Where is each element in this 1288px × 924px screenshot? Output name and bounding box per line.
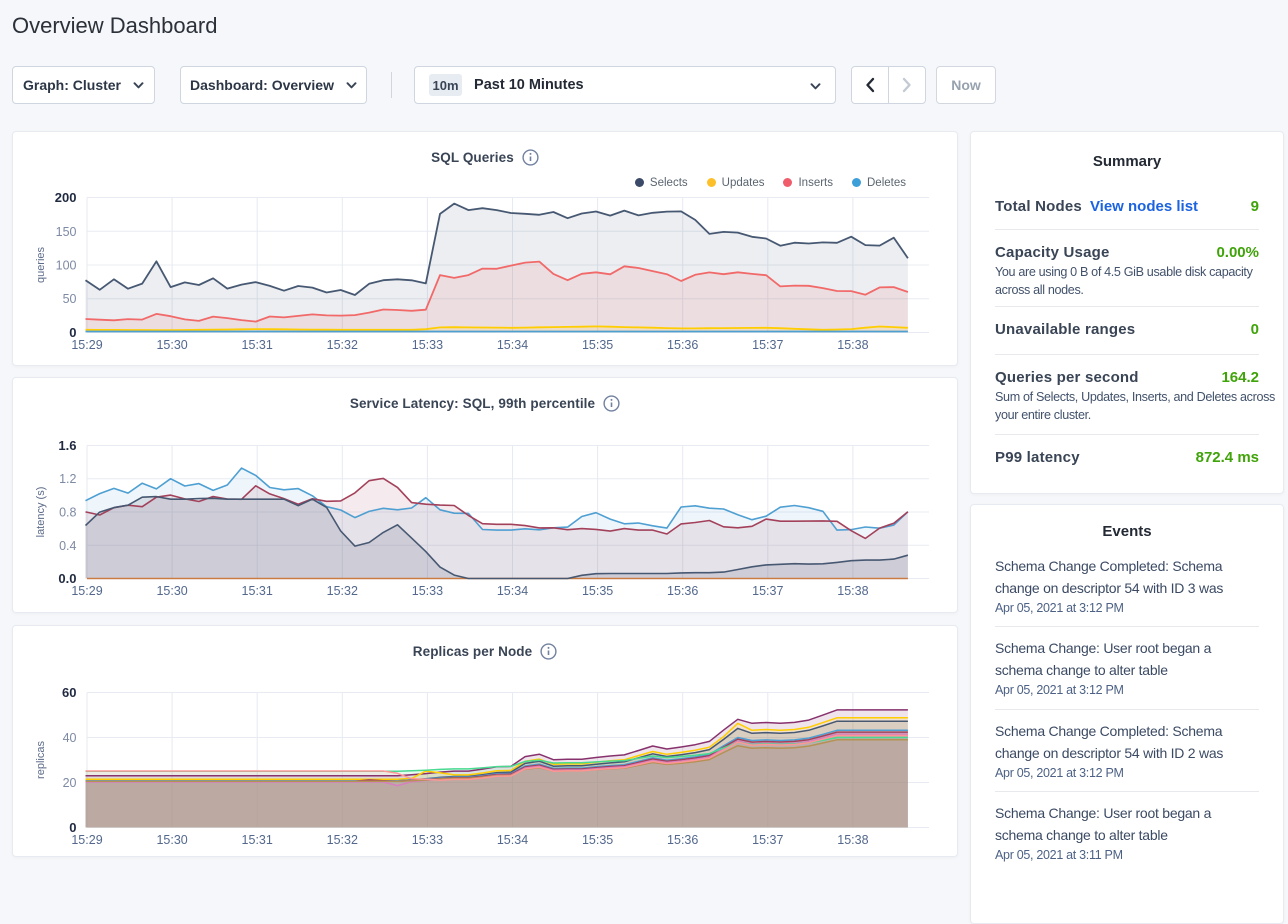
svg-text:15:36: 15:36 [667, 584, 698, 598]
svg-text:15:29: 15:29 [71, 584, 102, 598]
svg-text:150: 150 [56, 225, 77, 239]
svg-text:15:35: 15:35 [582, 584, 613, 598]
svg-text:15:30: 15:30 [156, 338, 187, 352]
svg-text:15:32: 15:32 [327, 584, 358, 598]
svg-text:1.2: 1.2 [59, 472, 76, 486]
svg-text:100: 100 [56, 259, 77, 273]
svg-text:0.4: 0.4 [59, 539, 76, 553]
svg-text:50: 50 [63, 292, 77, 306]
svg-text:15:34: 15:34 [497, 584, 528, 598]
svg-text:0: 0 [69, 325, 76, 340]
svg-text:15:37: 15:37 [752, 338, 783, 352]
svg-text:replicas: replicas [35, 741, 47, 779]
svg-text:15:38: 15:38 [837, 338, 868, 352]
svg-text:40: 40 [63, 731, 77, 745]
svg-text:20: 20 [63, 776, 77, 790]
svg-text:15:33: 15:33 [412, 833, 443, 847]
svg-text:15:29: 15:29 [71, 338, 102, 352]
svg-text:queries: queries [35, 246, 47, 283]
svg-text:15:32: 15:32 [327, 833, 358, 847]
svg-text:0.8: 0.8 [59, 506, 76, 520]
svg-text:15:31: 15:31 [242, 338, 273, 352]
svg-text:15:30: 15:30 [156, 584, 187, 598]
svg-text:15:29: 15:29 [71, 833, 102, 847]
svg-text:15:30: 15:30 [156, 833, 187, 847]
svg-text:15:34: 15:34 [497, 338, 528, 352]
svg-text:1.6: 1.6 [58, 438, 76, 453]
svg-text:15:35: 15:35 [582, 833, 613, 847]
svg-text:60: 60 [62, 685, 76, 700]
svg-text:15:36: 15:36 [667, 833, 698, 847]
svg-text:15:35: 15:35 [582, 338, 613, 352]
svg-text:15:34: 15:34 [497, 833, 528, 847]
svg-text:15:31: 15:31 [242, 584, 273, 598]
svg-text:15:37: 15:37 [752, 584, 783, 598]
svg-text:0.0: 0.0 [58, 571, 76, 586]
svg-text:15:33: 15:33 [412, 338, 443, 352]
svg-text:15:33: 15:33 [412, 584, 443, 598]
svg-text:0: 0 [69, 820, 76, 835]
svg-text:15:37: 15:37 [752, 833, 783, 847]
svg-text:15:36: 15:36 [667, 338, 698, 352]
svg-text:15:31: 15:31 [242, 833, 273, 847]
svg-text:latency (s): latency (s) [35, 487, 47, 538]
svg-text:15:32: 15:32 [327, 338, 358, 352]
svg-text:200: 200 [55, 190, 77, 205]
svg-text:15:38: 15:38 [837, 584, 868, 598]
svg-text:15:38: 15:38 [837, 833, 868, 847]
